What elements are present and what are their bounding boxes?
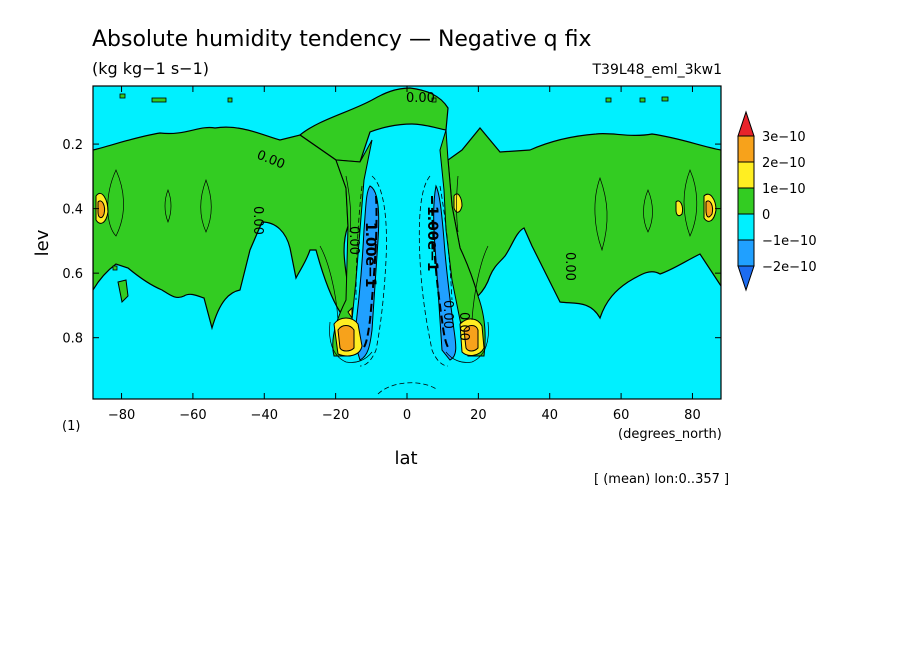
plot-area xyxy=(93,86,721,399)
colorbar-label: 0 xyxy=(762,208,770,223)
colorbar-label: −1e−10 xyxy=(762,234,817,249)
colorbar-swatch xyxy=(737,213,755,241)
contour-label: 0.00 xyxy=(440,300,455,329)
contour-lines-strong-negative xyxy=(361,195,451,351)
x-axis-title: lat xyxy=(394,448,417,469)
neg-region-east xyxy=(433,184,457,361)
x-tick-label: −80 xyxy=(108,408,135,423)
x-tick-label: −40 xyxy=(251,408,278,423)
x-tick-label: −20 xyxy=(322,408,349,423)
contour-lines-negative xyxy=(355,175,453,395)
neg-region-west xyxy=(353,185,380,361)
colorbar-swatch xyxy=(737,110,755,137)
run-label: T39L48_eml_3kw1 xyxy=(592,62,723,78)
contour-label: 0.00 xyxy=(250,206,265,235)
contour-label: 1.00e−1 xyxy=(424,206,440,272)
chart-units: (kg kg−1 s−1) xyxy=(92,59,209,78)
zero-region-east xyxy=(447,127,721,320)
y-axis-title: lev xyxy=(32,229,53,256)
max-region-east xyxy=(459,318,485,356)
colorbar-label: 3e−10 xyxy=(762,130,806,145)
y-units-label: (1) xyxy=(62,419,80,434)
contour-label: 1.00e−1 xyxy=(362,222,378,288)
colorbar-label: 1e−10 xyxy=(762,182,806,197)
colorbar-label: 2e−10 xyxy=(762,156,806,171)
zero-region-west xyxy=(93,126,351,331)
max-region-west xyxy=(333,317,363,357)
y-tick-label: 0.4 xyxy=(62,203,83,218)
x-tick-label: 80 xyxy=(684,408,701,423)
x-tick-label: 0 xyxy=(403,408,411,423)
y-tick-label: 0.2 xyxy=(62,138,83,153)
contour-lines-positive xyxy=(107,169,698,363)
x-tick-label: 60 xyxy=(613,408,630,423)
x-tick-label: 20 xyxy=(470,408,487,423)
x-tick-label: −60 xyxy=(179,408,206,423)
x-units-label: (degrees_north) xyxy=(618,427,722,442)
colorbar-swatch xyxy=(737,187,755,215)
zero-region-top-tongue xyxy=(299,87,449,163)
zero-region-patch-west xyxy=(117,279,129,304)
zero-region-dots xyxy=(112,93,669,271)
x-tick-label: 40 xyxy=(541,408,558,423)
y-axis: 0.2 0.4 0.6 0.8 xyxy=(62,138,721,347)
colorbar-label: −2e−10 xyxy=(762,260,817,275)
max-region-mid xyxy=(95,192,717,320)
y-tick-label: 0.8 xyxy=(62,332,83,347)
colorbar-swatch xyxy=(737,135,755,163)
colorbar-swatch xyxy=(737,265,755,292)
contour-label: 0.00 xyxy=(456,312,471,341)
colorbar-swatch xyxy=(737,239,755,267)
averaging-note: [ (mean) lon:0..357 ] xyxy=(594,472,729,487)
contour-label: 0.00 xyxy=(562,252,577,281)
colorbar: 3e−10 2e−10 1e−10 0 −1e−10 −2e−10 xyxy=(737,110,817,292)
chart-title: Absolute humidity tendency — Negative q … xyxy=(92,27,592,52)
zero-region-inner-west xyxy=(332,139,373,357)
colorbar-swatch xyxy=(737,161,755,189)
contour-label: 0.00 xyxy=(346,226,361,255)
y-tick-label: 0.6 xyxy=(62,267,83,282)
contour-label: 0.00 xyxy=(406,91,435,106)
x-axis: −80 −60 −40 −20 0 20 40 60 80 xyxy=(108,86,701,423)
